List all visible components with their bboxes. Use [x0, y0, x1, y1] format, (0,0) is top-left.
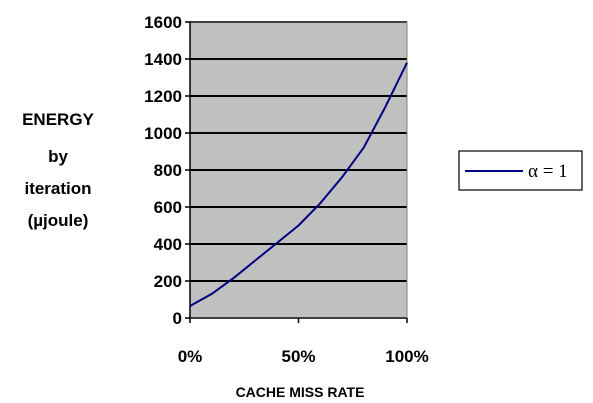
x-tick-label: 100%	[385, 347, 428, 366]
y-tick-label: 400	[154, 235, 182, 254]
x-tick-label: 0%	[178, 347, 203, 366]
y-axis-title-line-3: iteration	[24, 179, 91, 198]
x-axis-title: CACHE MISS RATE	[236, 384, 365, 400]
series-line	[189, 62, 408, 307]
y-axis-title-line-1: ENERGY	[22, 110, 94, 129]
y-tick-label: 0	[173, 309, 182, 328]
y-axis-title: ENERGY by iteration (µjoule)	[22, 110, 94, 230]
y-tick-label: 1000	[144, 124, 182, 143]
x-tick-label: 50%	[281, 347, 315, 366]
legend: α = 1	[458, 150, 583, 191]
legend-entry-label: α = 1	[528, 161, 568, 182]
y-tick-label: 1400	[144, 50, 182, 69]
y-axis-title-line-4: (µjoule)	[28, 211, 89, 230]
y-tick-label: 1200	[144, 87, 182, 106]
y-tick-label: 200	[154, 272, 182, 291]
y-tick-label: 800	[154, 161, 182, 180]
tick-labels: 0 200 400 600 800 1000 1200 1400 1600 0% 50% 100%	[144, 13, 429, 366]
y-axis-title-line-2: by	[48, 147, 68, 166]
y-tick-label: 1600	[144, 13, 182, 32]
series-lines	[189, 62, 408, 307]
y-tick-label: 600	[154, 198, 182, 217]
